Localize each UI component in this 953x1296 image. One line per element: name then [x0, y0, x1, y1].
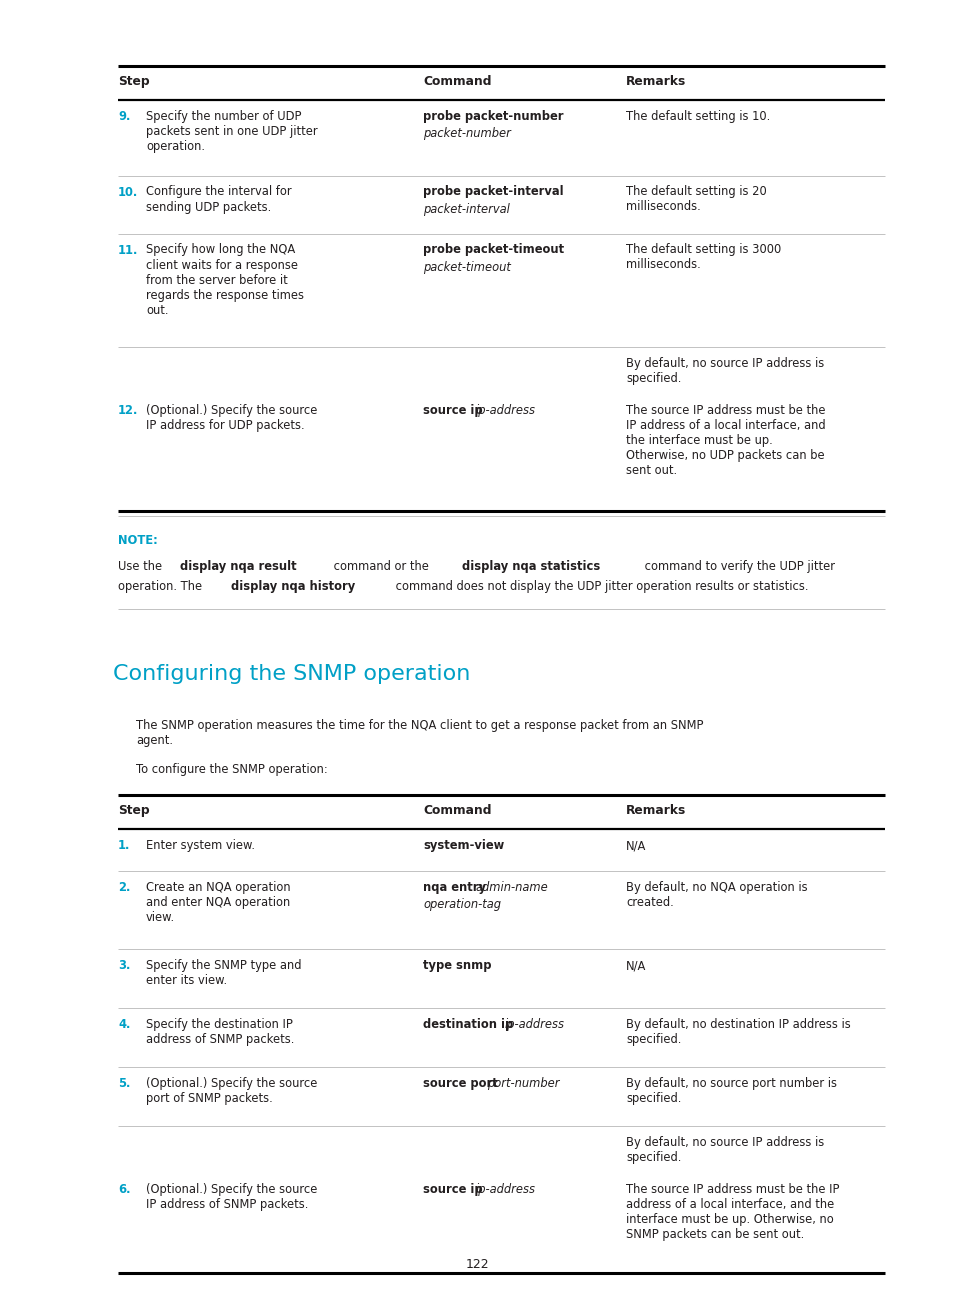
Text: display nqa history: display nqa history — [231, 579, 355, 592]
Text: port-number: port-number — [486, 1077, 558, 1090]
Text: Command: Command — [422, 75, 491, 88]
Text: 4.: 4. — [118, 1019, 131, 1032]
Text: source port: source port — [422, 1077, 501, 1090]
Text: ip-address: ip-address — [475, 1183, 535, 1196]
Text: 9.: 9. — [118, 110, 131, 123]
Text: source ip: source ip — [422, 404, 486, 417]
Text: The default setting is 20
milliseconds.: The default setting is 20 milliseconds. — [625, 185, 766, 214]
Text: The default setting is 3000
milliseconds.: The default setting is 3000 milliseconds… — [625, 244, 781, 271]
Text: Configure the interval for
sending UDP packets.: Configure the interval for sending UDP p… — [146, 185, 292, 214]
Text: operation-tag: operation-tag — [422, 898, 500, 911]
Text: By default, no destination IP address is
specified.: By default, no destination IP address is… — [625, 1019, 850, 1046]
Text: packet-number: packet-number — [422, 127, 511, 140]
Text: Use the: Use the — [118, 560, 166, 574]
Text: 11.: 11. — [118, 244, 138, 257]
Text: 10.: 10. — [118, 185, 138, 198]
Text: (Optional.) Specify the source
port of SNMP packets.: (Optional.) Specify the source port of S… — [146, 1077, 317, 1105]
Text: Specify how long the NQA
client waits for a response
from the server before it
r: Specify how long the NQA client waits fo… — [146, 244, 304, 316]
Text: 122: 122 — [465, 1258, 488, 1271]
Text: The default setting is 10.: The default setting is 10. — [625, 110, 769, 123]
Text: 1.: 1. — [118, 840, 131, 853]
Text: Enter system view.: Enter system view. — [146, 840, 254, 853]
Text: N/A: N/A — [625, 959, 646, 972]
Text: 6.: 6. — [118, 1183, 131, 1196]
Text: 3.: 3. — [118, 959, 131, 972]
Text: command does not display the UDP jitter operation results or statistics.: command does not display the UDP jitter … — [391, 579, 807, 592]
Text: By default, no source port number is
specified.: By default, no source port number is spe… — [625, 1077, 836, 1105]
Text: The source IP address must be the IP
address of a local interface, and the
inter: The source IP address must be the IP add… — [625, 1183, 839, 1242]
Text: (Optional.) Specify the source
IP address of SNMP packets.: (Optional.) Specify the source IP addres… — [146, 1183, 317, 1212]
Text: probe packet-number: probe packet-number — [422, 110, 563, 123]
Text: probe packet-interval: probe packet-interval — [422, 185, 563, 198]
Text: By default, no source IP address is
specified.: By default, no source IP address is spec… — [625, 356, 823, 385]
Text: operation. The: operation. The — [118, 579, 206, 592]
Text: Specify the SNMP type and
enter its view.: Specify the SNMP type and enter its view… — [146, 959, 301, 988]
Text: display nqa result: display nqa result — [179, 560, 296, 574]
Text: 12.: 12. — [118, 404, 138, 417]
Text: (Optional.) Specify the source
IP address for UDP packets.: (Optional.) Specify the source IP addres… — [146, 404, 317, 432]
Text: Create an NQA operation
and enter NQA operation
view.: Create an NQA operation and enter NQA op… — [146, 881, 291, 924]
Text: type snmp: type snmp — [422, 959, 491, 972]
Text: packet-timeout: packet-timeout — [422, 260, 511, 273]
Text: destination ip: destination ip — [422, 1019, 517, 1032]
Text: NOTE:: NOTE: — [118, 534, 157, 547]
Text: Remarks: Remarks — [625, 805, 685, 818]
Text: Specify the destination IP
address of SNMP packets.: Specify the destination IP address of SN… — [146, 1019, 294, 1046]
Text: source ip: source ip — [422, 1183, 486, 1196]
Text: To configure the SNMP operation:: To configure the SNMP operation: — [136, 763, 328, 776]
Text: command or the: command or the — [330, 560, 432, 574]
Text: Step: Step — [118, 805, 150, 818]
Text: 5.: 5. — [118, 1077, 131, 1090]
Text: system-view: system-view — [422, 840, 504, 853]
Text: admin-name: admin-name — [475, 881, 547, 894]
Text: The source IP address must be the
IP address of a local interface, and
the inter: The source IP address must be the IP add… — [625, 404, 824, 477]
Text: Configuring the SNMP operation: Configuring the SNMP operation — [112, 665, 470, 684]
Text: nqa entry: nqa entry — [422, 881, 490, 894]
Text: display nqa statistics: display nqa statistics — [462, 560, 600, 574]
Text: probe packet-timeout: probe packet-timeout — [422, 244, 563, 257]
Text: ip-address: ip-address — [504, 1019, 563, 1032]
Text: Command: Command — [422, 805, 491, 818]
Text: ip-address: ip-address — [475, 404, 535, 417]
Text: command to verify the UDP jitter: command to verify the UDP jitter — [640, 560, 834, 574]
Text: Step: Step — [118, 75, 150, 88]
Text: By default, no source IP address is
specified.: By default, no source IP address is spec… — [625, 1137, 823, 1164]
Text: The SNMP operation measures the time for the NQA client to get a response packet: The SNMP operation measures the time for… — [136, 719, 702, 748]
Text: N/A: N/A — [625, 840, 646, 853]
Text: packet-interval: packet-interval — [422, 203, 509, 216]
Text: 2.: 2. — [118, 881, 131, 894]
Text: Remarks: Remarks — [625, 75, 685, 88]
Text: Specify the number of UDP
packets sent in one UDP jitter
operation.: Specify the number of UDP packets sent i… — [146, 110, 317, 153]
Text: By default, no NQA operation is
created.: By default, no NQA operation is created. — [625, 881, 807, 908]
